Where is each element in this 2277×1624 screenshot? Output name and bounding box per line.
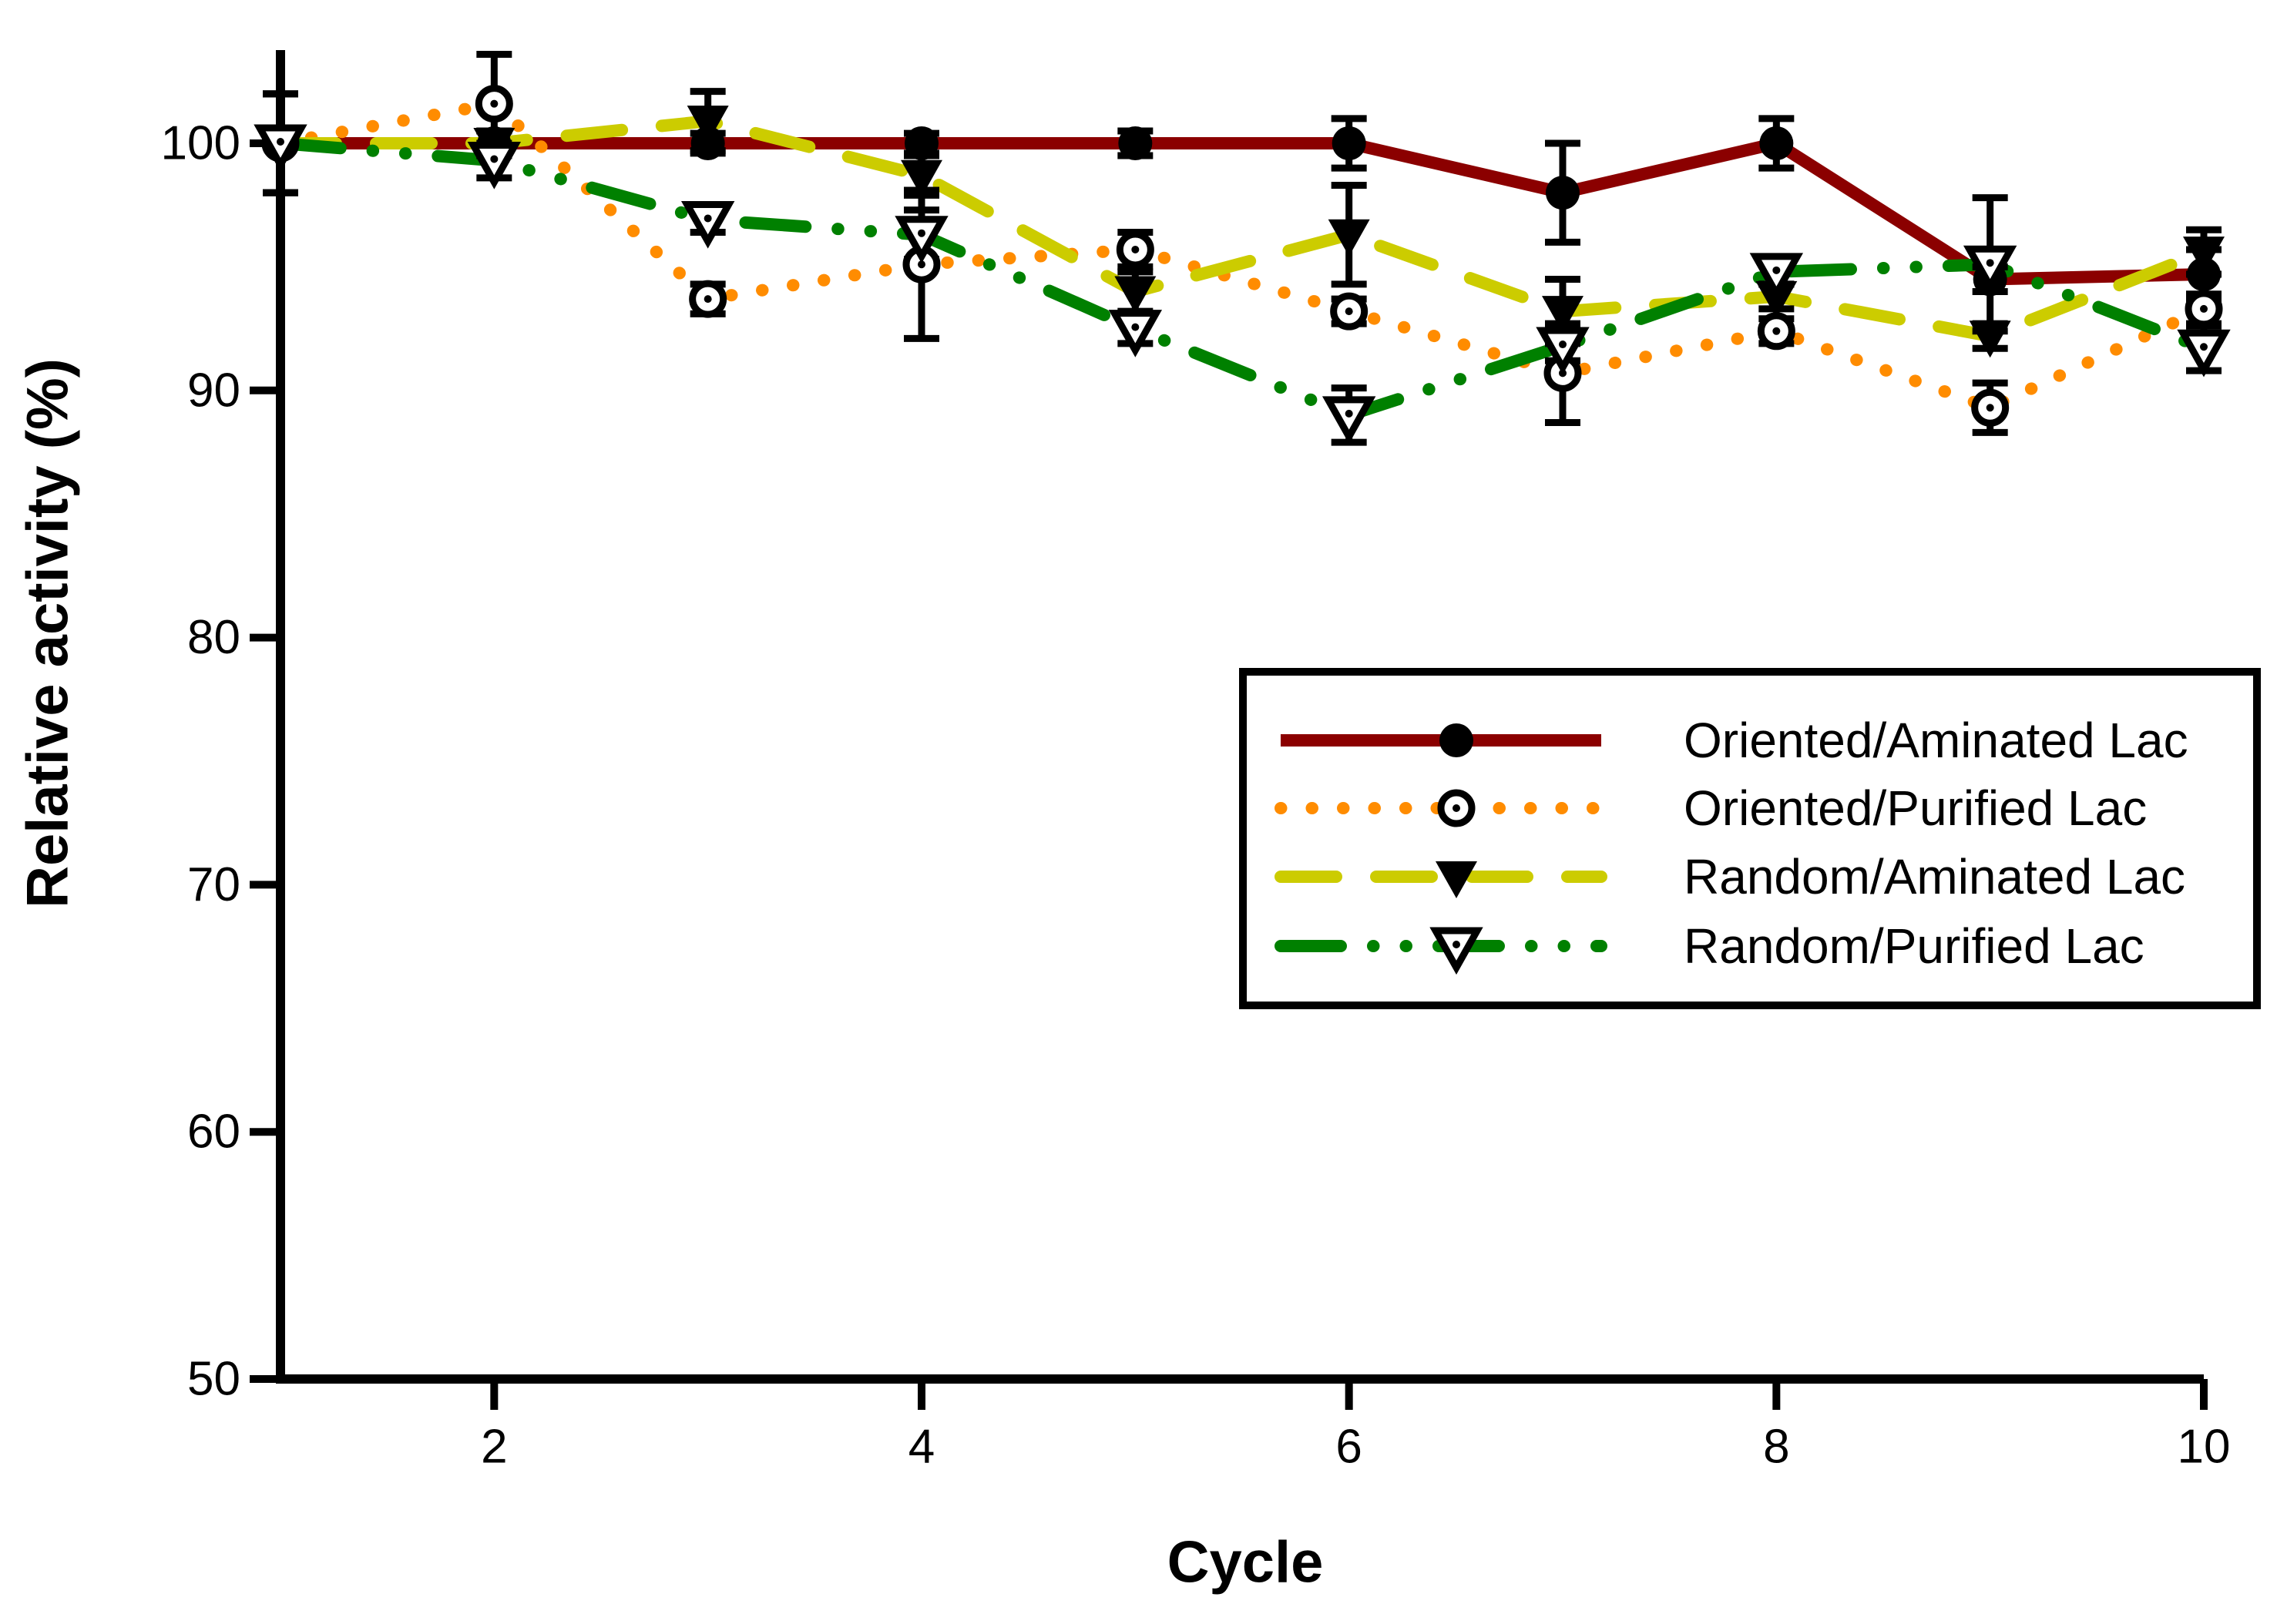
- marker-filled-triangle-down: [901, 159, 942, 197]
- marker-open-triangle-down: [680, 200, 735, 249]
- marker-open-triangle-down: [1749, 253, 1804, 300]
- marker-open-triangle-down: [1963, 245, 2017, 294]
- y-tick-label: 50: [187, 1353, 240, 1406]
- y-tick-label: 100: [161, 117, 240, 170]
- legend-item: [1281, 723, 1601, 757]
- x-tick-label: 2: [481, 1421, 507, 1474]
- marker-center-dot: [1131, 323, 1140, 331]
- x-axis-title: Cycle: [1167, 1530, 1324, 1595]
- legend-box: [1239, 668, 2261, 1009]
- y-tick-label: 80: [187, 611, 240, 664]
- marker-filled-circle: [1439, 723, 1473, 757]
- error-bars: [263, 51, 2222, 446]
- series-markers: [254, 85, 2231, 445]
- marker-open-triangle-down: [1429, 927, 1483, 975]
- marker-center-dot: [1453, 804, 1460, 812]
- axes: [250, 50, 2208, 1410]
- marker-center-dot: [1131, 245, 1140, 253]
- legend-label: Oriented/Purified Lac: [1684, 780, 2147, 836]
- marker-center-dot: [490, 155, 499, 163]
- marker-filled-triangle-down: [2183, 237, 2225, 274]
- marker-center-dot: [1453, 941, 1460, 948]
- marker-open-triangle-down: [467, 141, 522, 190]
- legend-item: [1275, 927, 1607, 975]
- marker-center-dot: [1986, 259, 1994, 267]
- legend-label: Oriented/Aminated Lac: [1684, 713, 2188, 768]
- marker-center-dot: [1345, 307, 1353, 316]
- marker-open-triangle-down: [1108, 310, 1163, 357]
- marker-filled-triangle-down: [1114, 276, 1157, 314]
- legend: [1239, 668, 2261, 1009]
- y-tick-label: 70: [187, 858, 240, 911]
- legend-label: Random/Aminated Lac: [1684, 849, 2185, 904]
- x-tick-label: 8: [1763, 1421, 1789, 1474]
- marker-filled-circle: [2187, 257, 2221, 292]
- x-tick-label: 6: [1335, 1421, 1362, 1474]
- marker-filled-triangle-down: [1436, 861, 1477, 898]
- marker-filled-triangle-down: [1542, 296, 1583, 334]
- series-line-oriented-aminated-lac: [280, 137, 2205, 286]
- marker-center-dot: [918, 260, 925, 269]
- marker-open-triangle-down: [254, 124, 307, 173]
- x-tick-label: 10: [2178, 1421, 2231, 1474]
- marker-filled-circle: [1546, 176, 1580, 210]
- marker-center-dot: [1345, 409, 1353, 418]
- y-tick-label: 90: [187, 364, 240, 417]
- legend-label: Random/Purified Lac: [1684, 918, 2144, 974]
- marker-center-dot: [704, 295, 712, 304]
- marker-center-dot: [490, 99, 499, 108]
- marker-filled-circle: [1332, 126, 1366, 160]
- marker-open-triangle-down: [1536, 327, 1590, 375]
- y-tick-label: 60: [187, 1106, 240, 1159]
- marker-filled-triangle-down: [1328, 219, 1370, 257]
- marker-filled-circle: [905, 126, 939, 160]
- marker-open-triangle-down: [895, 216, 949, 263]
- series-line-oriented-purified-lac: [274, 97, 2210, 414]
- marker-filled-triangle-down: [687, 106, 729, 143]
- x-tick-label: 4: [908, 1421, 935, 1474]
- marker-center-dot: [1986, 404, 1994, 412]
- marker-center-dot: [1772, 327, 1781, 335]
- marker-open-triangle-down: [1322, 396, 1376, 445]
- y-axis-title: Relative activity (%): [15, 358, 81, 908]
- marker-center-dot: [1772, 266, 1781, 274]
- legend-item: [1275, 789, 1607, 827]
- marker-center-dot: [704, 214, 712, 223]
- marker-open-triangle-down: [2177, 329, 2231, 377]
- marker-center-dot: [277, 138, 284, 146]
- marker-center-dot: [1559, 341, 1567, 349]
- marker-filled-circle: [690, 126, 725, 160]
- marker-filled-triangle-down: [1969, 320, 2011, 358]
- marker-center-dot: [2200, 304, 2208, 313]
- marker-filled-circle: [1118, 126, 1153, 160]
- series-lines: [274, 97, 2210, 421]
- plot-layer: 50 60 70 80 90 100 2 4 6 8 10 Oriented/Aminated Lac…: [161, 50, 2261, 1474]
- series-line-random-aminated-lac: [274, 115, 2210, 343]
- marker-center-dot: [2200, 343, 2208, 351]
- series-line-random-purified-lac: [274, 137, 2210, 421]
- marker-filled-circle: [1759, 126, 1794, 160]
- marker-center-dot: [918, 229, 925, 237]
- legend-item: [1275, 861, 1607, 898]
